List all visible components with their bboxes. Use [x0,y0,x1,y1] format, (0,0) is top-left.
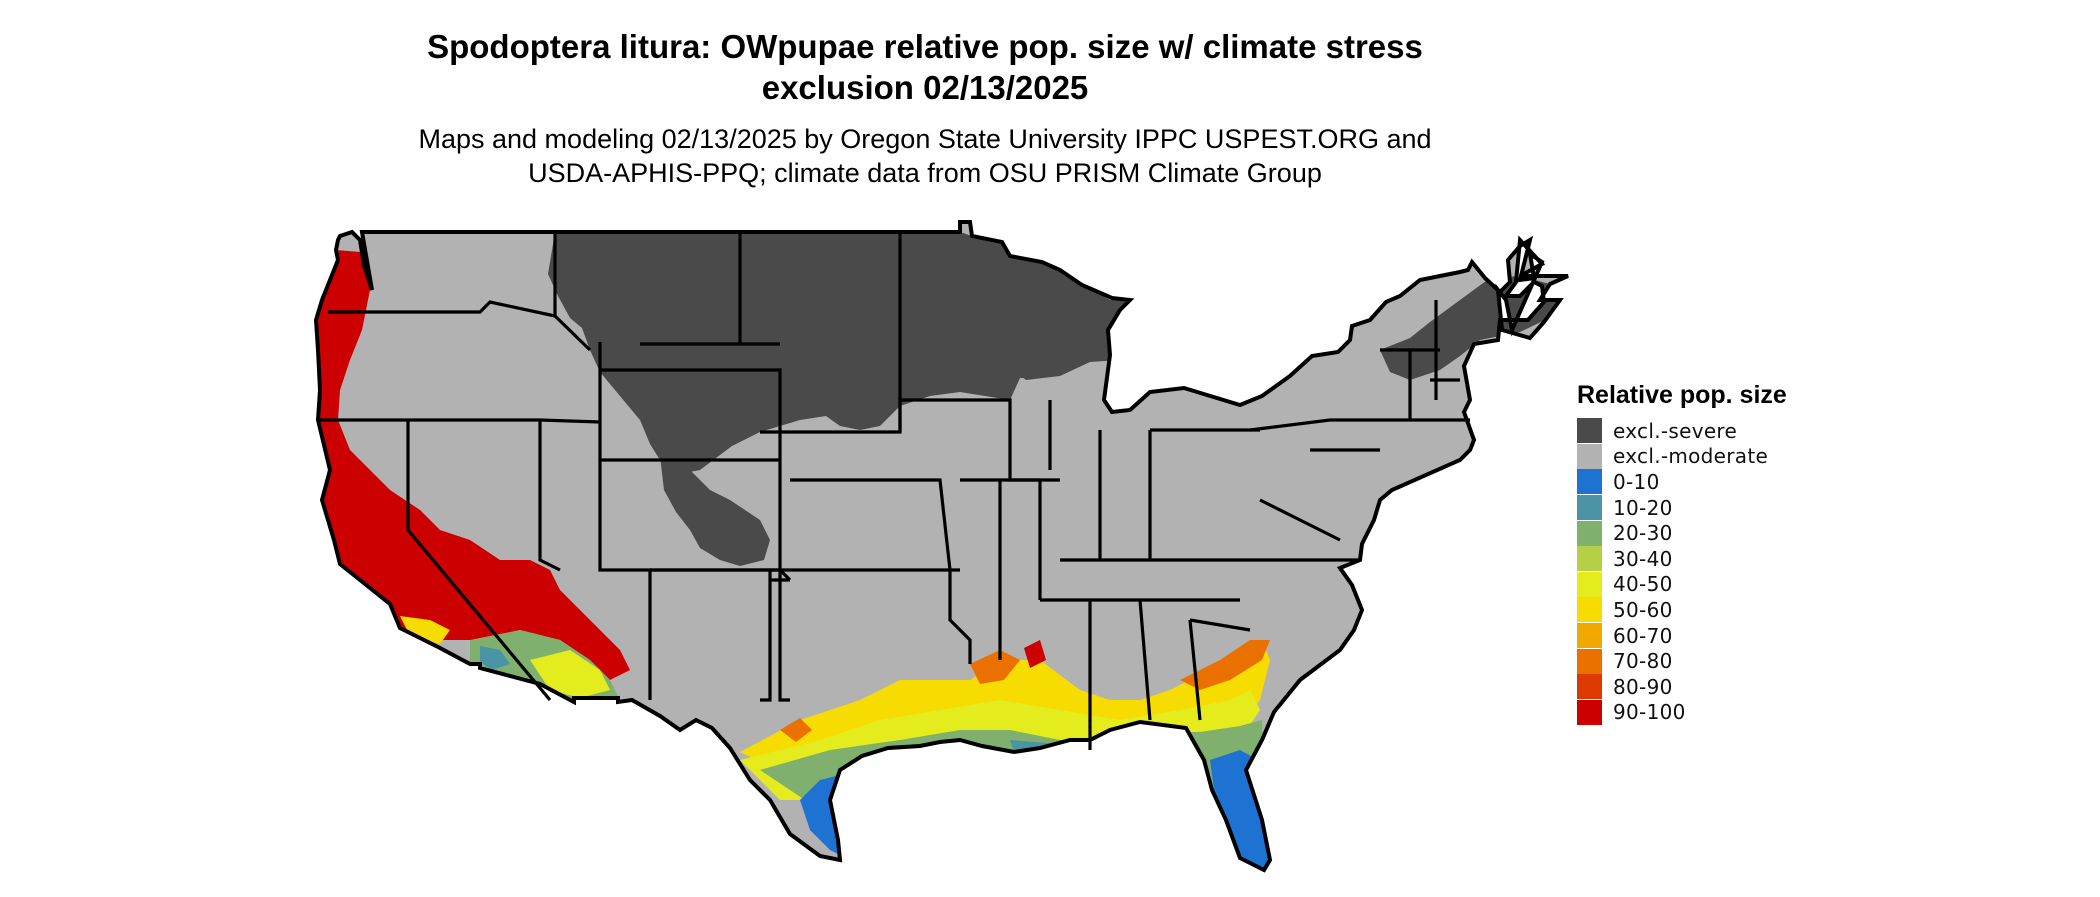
legend-item: 30-40 [1577,546,1787,572]
legend-swatch [1577,546,1602,572]
severe-zone-northeast [1380,276,1565,380]
map-subtitle-line2: USDA-APHIS-PPQ; climate data from OSU PR… [528,158,1322,188]
legend-item: 0-10 [1577,469,1787,495]
zone-mississippi-90-100 [1024,640,1046,668]
legend-swatch [1577,648,1602,674]
legend-label: 30-40 [1613,546,1673,571]
legend-swatch [1577,418,1602,444]
zone-socal-yellow [400,616,450,644]
legend-item: 70-80 [1577,648,1787,674]
legend-item: excl.-severe [1577,418,1787,444]
map-subtitle: Maps and modeling 02/13/2025 by Oregon S… [0,122,1850,190]
legend-label: excl.-severe [1613,418,1738,443]
map-title-line1: Spodoptera litura: OWpupae relative pop.… [427,28,1423,65]
legend-swatch [1577,674,1602,700]
legend-label: 0-10 [1613,469,1660,494]
legend-label: 60-70 [1613,623,1673,648]
legend-label: 90-100 [1613,700,1686,725]
legend-label: 40-50 [1613,572,1673,597]
legend-item: 20-30 [1577,520,1787,546]
severe-zone-rockies [660,456,770,566]
legend-swatch [1577,571,1602,597]
map-legend: Relative pop. size excl.-severe excl.-mod… [1577,378,1787,725]
legend-item: 10-20 [1577,495,1787,521]
legend-item: 50-60 [1577,597,1787,623]
legend-swatch [1577,443,1602,469]
legend-item: 40-50 [1577,571,1787,598]
legend-label: 80-90 [1613,674,1673,699]
legend-label: 50-60 [1613,597,1673,622]
legend-label: excl.-moderate [1613,444,1769,469]
legend-swatch [1577,623,1602,649]
legend-swatch [1577,597,1602,623]
legend-label: 20-30 [1613,521,1673,546]
legend-label: 70-80 [1613,649,1673,674]
legend-item: 90-100 [1577,699,1787,726]
legend-swatch [1577,495,1602,521]
state-borders [318,232,1470,750]
zone-westcoast-90-100 [316,250,630,680]
legend-swatch [1577,520,1602,546]
map-subtitle-line1: Maps and modeling 02/13/2025 by Oregon S… [418,124,1432,154]
zone-louisiana-70-80 [970,650,1020,684]
map-title: Spodoptera litura: OWpupae relative pop.… [0,26,1850,108]
legend-swatch [1577,699,1602,725]
legend-item: excl.-moderate [1577,443,1787,470]
zone-florida-0-10 [1210,750,1270,870]
legend-label: 10-20 [1613,495,1673,520]
zone-carolina-70-80 [1180,640,1270,690]
map-title-line2: exclusion 02/13/2025 [761,69,1089,106]
legend-items: excl.-severe excl.-moderate 0-10 10-20 20-30… [1577,418,1787,725]
legend-swatch [1577,469,1602,495]
zone-arizona-40-50 [530,650,610,698]
legend-item: 80-90 [1577,674,1787,700]
legend-title: Relative pop. size [1577,381,1787,409]
severe-zone-north-plains [548,232,1130,474]
zone-socal-blue [480,646,510,670]
zone-texas-70-80 [780,718,812,742]
legend-item: 60-70 [1577,623,1787,649]
